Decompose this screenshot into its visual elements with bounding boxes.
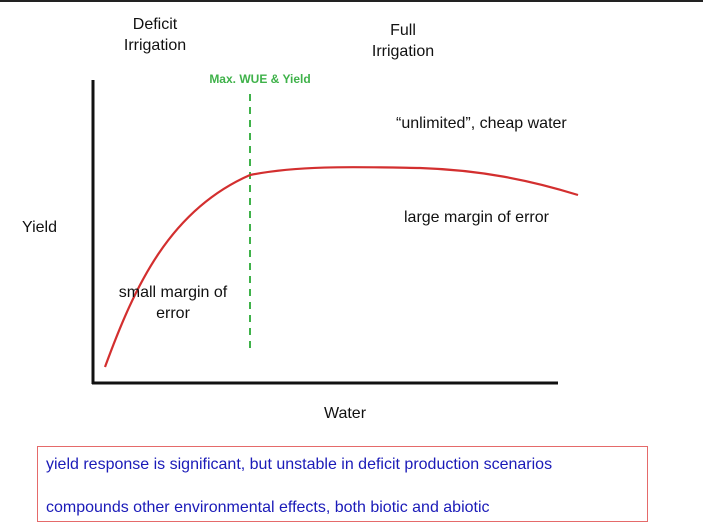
top-border	[0, 0, 703, 2]
note-compounds-effects: compounds other environmental effects, b…	[46, 499, 490, 516]
small-margin-label: small margin of error	[118, 284, 228, 322]
notes-box: yield response is significant, but unsta…	[37, 446, 648, 522]
unlimited-water-label: “unlimited”, cheap water	[396, 115, 567, 132]
note-yield-response: yield response is significant, but unsta…	[46, 456, 553, 473]
yield-response-curve	[103, 166, 579, 368]
full-irrigation-label: Full Irrigation	[371, 22, 435, 60]
x-axis-label: Water	[323, 405, 367, 422]
deficit-irrigation-label: Deficit Irrigation	[123, 16, 187, 54]
y-axis-label: Yield	[22, 219, 57, 236]
large-margin-label: large margin of error	[404, 209, 549, 226]
max-wue-yield-label: Max. WUE & Yield	[209, 72, 311, 86]
